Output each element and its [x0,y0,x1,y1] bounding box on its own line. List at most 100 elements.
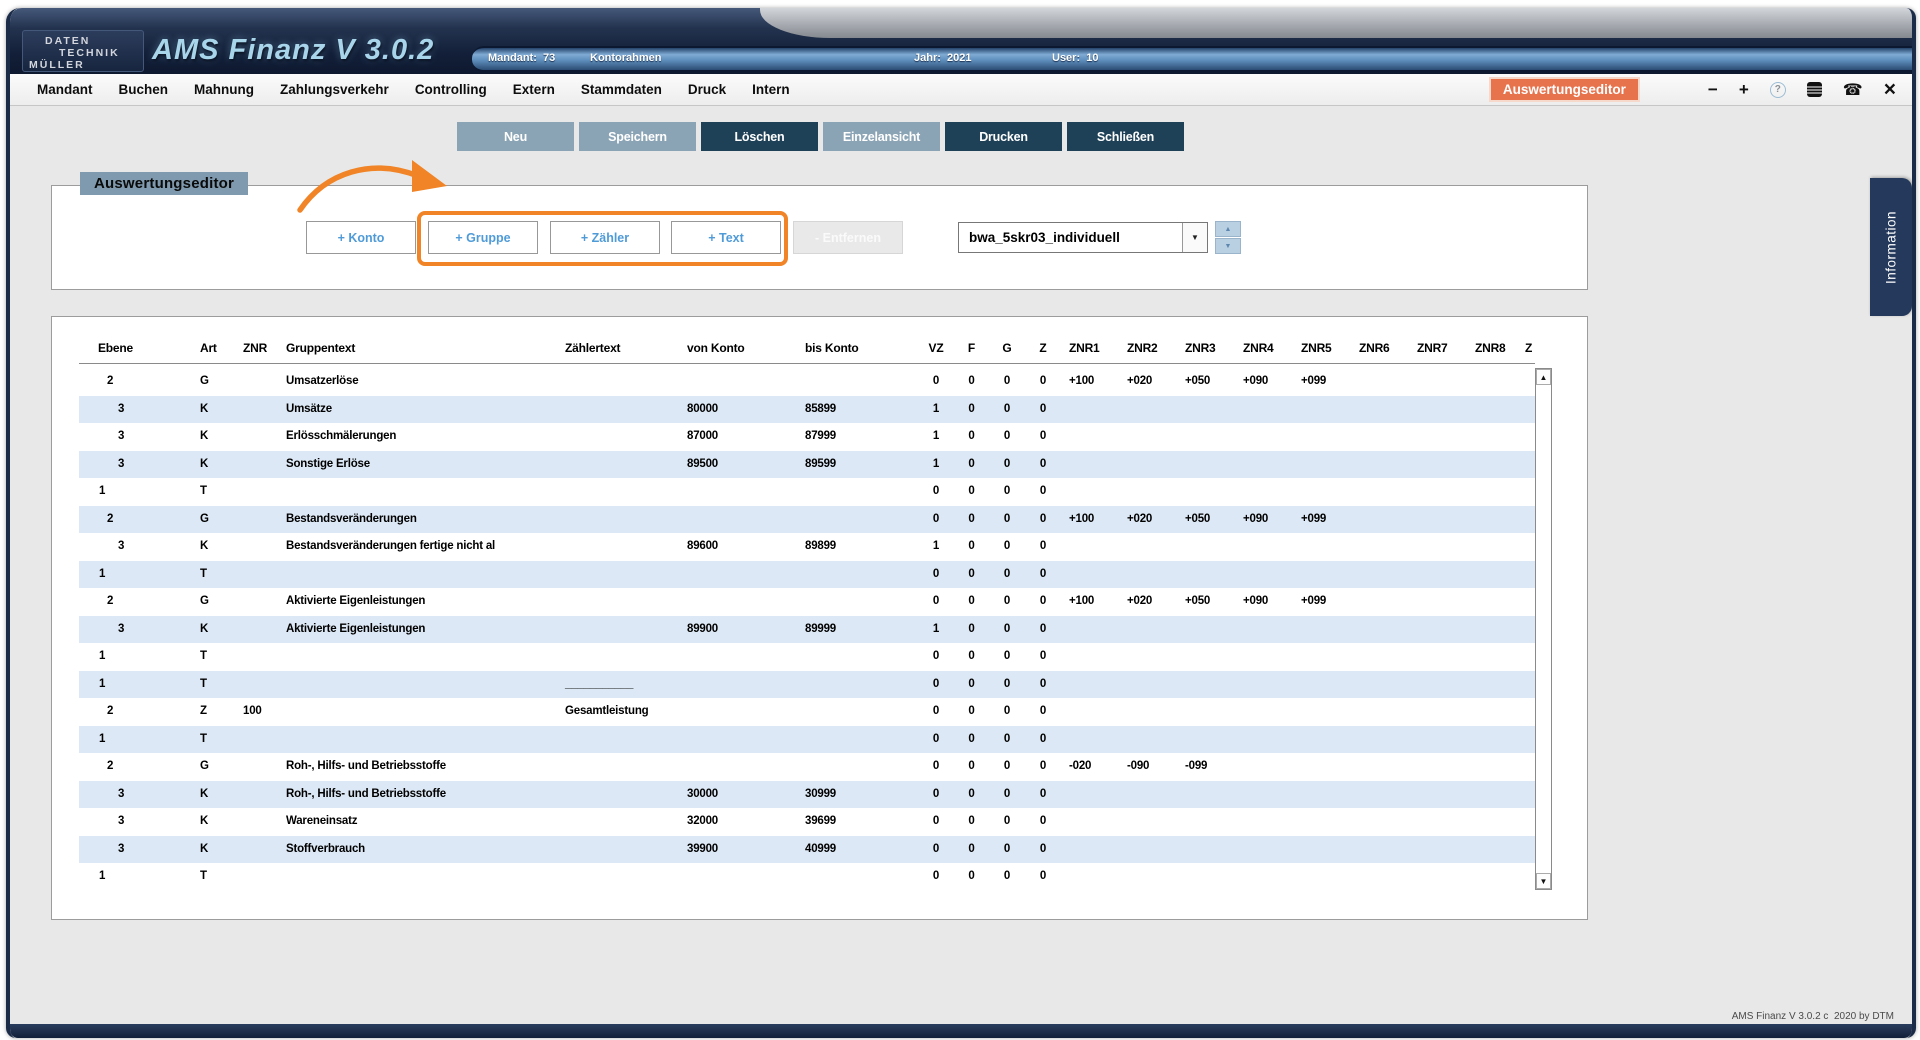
schließen-button[interactable]: Schließen [1067,122,1184,151]
menu-item-stammdaten[interactable]: Stammdaten [568,82,675,97]
status-strip: Mandant: 73KontorahmenJahr: 2021User: 10 [472,46,1912,72]
table-row[interactable]: 2Z100Gesamtleistung0000 [79,698,1535,726]
menu-item-druck[interactable]: Druck [675,82,739,97]
cell-znr6 [1351,863,1409,891]
table-row[interactable]: 3KAktivierte Eigenleistungen899008999910… [79,616,1535,644]
vertical-scrollbar[interactable]: ▲ ▼ [1535,368,1552,890]
cell-znr8 [1467,561,1525,589]
add-konto-button[interactable]: + Konto [306,221,416,254]
menu-item-intern[interactable]: Intern [739,82,803,97]
table-row[interactable]: 1T0000 [79,863,1535,891]
cell-znr5 [1293,561,1351,589]
cell-znr1 [1061,451,1119,479]
cell-bis-konto: 40999 [796,836,918,864]
table-row[interactable]: 2GBestandsveränderungen0000+100+020+050+… [79,506,1535,534]
table-row[interactable]: 3KBestandsveränderungen fertige nicht al… [79,533,1535,561]
notes-icon[interactable] [1807,82,1822,97]
table-row[interactable]: 1T0000 [79,726,1535,754]
drucken-button[interactable]: Drucken [945,122,1062,151]
minimize-icon[interactable]: − [1708,82,1718,98]
table-row[interactable]: 3KWareneinsatz32000396990000 [79,808,1535,836]
col-header-znr5: ZNR5 [1293,341,1351,363]
cell-znr5 [1293,753,1351,781]
cell-gruppentext: Aktivierte Eigenleistungen [277,616,556,644]
cell-znr1 [1061,616,1119,644]
table-row[interactable]: 3KStoffverbrauch39900409990000 [79,836,1535,864]
cell-znr8 [1467,451,1525,479]
remove-button[interactable]: - Entfernen [793,221,903,254]
spinner-down-button[interactable]: ▼ [1215,238,1241,254]
menu-item-mandant[interactable]: Mandant [24,82,106,97]
cell-vz: 1 [918,533,954,561]
table-row[interactable]: 2GUmsatzerlöse0000+100+020+050+090+099 [79,368,1535,396]
scroll-up-icon[interactable]: ▲ [1536,369,1551,385]
cell-clipped [1525,506,1535,534]
cell-g: 0 [989,368,1025,396]
cell-ebene: 1 [79,561,186,589]
cell-gruppentext: Umsatzerlöse [277,368,556,396]
menu-item-zahlungsverkehr[interactable]: Zahlungsverkehr [267,82,402,97]
table-row[interactable]: 1T0000 [79,478,1535,506]
spinner-up-button[interactable]: ▲ [1215,221,1241,237]
cell-zählertext [556,753,678,781]
menu-item-buchen[interactable]: Buchen [106,82,182,97]
dropdown-arrow-icon[interactable]: ▼ [1182,223,1207,252]
cell-z: 0 [1025,726,1061,754]
add-gruppe-button[interactable]: + Gruppe [428,221,538,254]
cell-znr1: +100 [1061,506,1119,534]
menu-item-controlling[interactable]: Controlling [402,82,500,97]
cell-g: 0 [989,781,1025,809]
table-row[interactable]: 2GAktivierte Eigenleistungen0000+100+020… [79,588,1535,616]
einzelansicht-button[interactable]: Einzelansicht [823,122,940,151]
cell-z: 0 [1025,396,1061,424]
cell-znr8 [1467,863,1525,891]
help-icon[interactable]: ? [1770,82,1786,98]
table-row[interactable]: 3KUmsätze80000858991000 [79,396,1535,424]
table-row[interactable]: 3KSonstige Erlöse89500895991000 [79,451,1535,479]
cell-z: 0 [1025,506,1061,534]
logo-line-2: TECHNIK [23,47,143,59]
cell-znr1: +100 [1061,588,1119,616]
information-side-tab[interactable]: Information [1870,178,1912,316]
cell-von-konto: 89500 [678,451,796,479]
table-row[interactable]: 1T0000 [79,643,1535,671]
cell-znr4 [1235,726,1293,754]
add-zähler-button[interactable]: + Zähler [550,221,660,254]
close-icon[interactable]: × [1884,83,1896,97]
cell-ebene: 2 [79,698,186,726]
table-row[interactable]: 1T0000 [79,561,1535,589]
cell-znr [234,506,277,534]
cell-znr [234,671,277,699]
menu-item-mahnung[interactable]: Mahnung [181,82,267,97]
scroll-down-icon[interactable]: ▼ [1536,873,1551,889]
cell-f: 0 [954,808,989,836]
maximize-icon[interactable]: + [1739,82,1749,98]
cell-znr2 [1119,863,1177,891]
speichern-button[interactable]: Speichern [579,122,696,151]
cell-g: 0 [989,698,1025,726]
cell-clipped [1525,616,1535,644]
cell-znr4 [1235,808,1293,836]
table-row[interactable]: 1T___________0000 [79,671,1535,699]
löschen-button[interactable]: Löschen [701,122,818,151]
cell-art: G [186,368,234,396]
neu-button[interactable]: Neu [457,122,574,151]
cell-gruppentext [277,726,556,754]
menu-item-extern[interactable]: Extern [500,82,568,97]
cell-znr3 [1177,423,1235,451]
cell-zählertext [556,423,678,451]
table-row[interactable]: 2GRoh-, Hilfs- und Betriebsstoffe0000-02… [79,753,1535,781]
phone-icon[interactable]: ☎ [1843,80,1863,100]
cell-ebene: 3 [79,396,186,424]
table-row[interactable]: 3KErlösschmälerungen87000879991000 [79,423,1535,451]
logo-line-3: MÜLLER [23,59,143,71]
report-select-dropdown[interactable]: bwa_5skr03_individuell ▼ [958,222,1208,253]
cell-znr7 [1409,506,1467,534]
cell-znr6 [1351,808,1409,836]
table-row[interactable]: 3KRoh-, Hilfs- und Betriebsstoffe3000030… [79,781,1535,809]
cell-g: 0 [989,561,1025,589]
cell-znr [234,616,277,644]
add-text-button[interactable]: + Text [671,221,781,254]
cell-art: K [186,451,234,479]
app-window: DATEN TECHNIK MÜLLER AMS Finanz V 3.0.2 … [6,8,1916,1038]
